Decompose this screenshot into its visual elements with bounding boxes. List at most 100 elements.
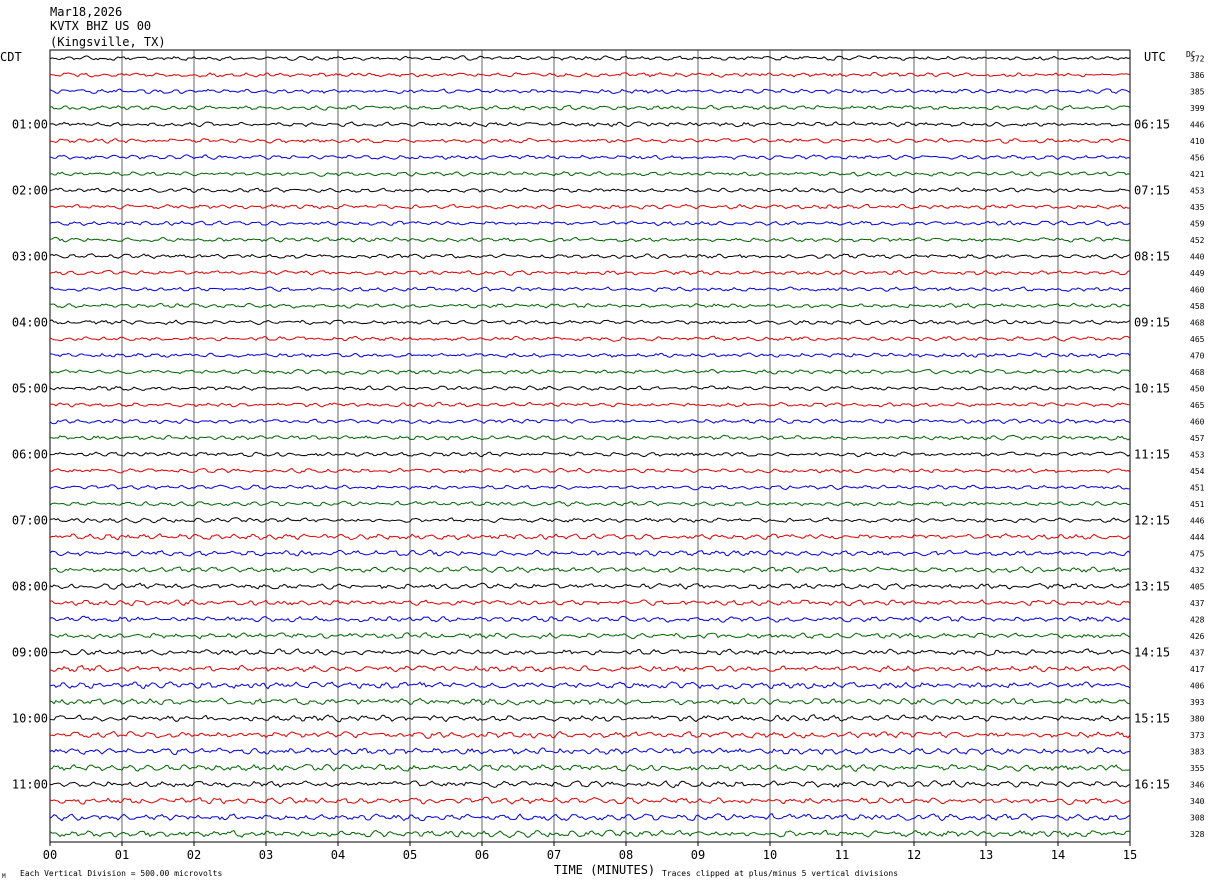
trace-row-22 — [49, 401, 1131, 408]
trace-row-4 — [49, 104, 1131, 111]
dc-offset-value: 373 — [1190, 731, 1205, 740]
utc-hour-label: 16:15 — [1134, 777, 1170, 791]
corner-mark: M — [2, 873, 6, 880]
x-tick-label: 06 — [475, 848, 489, 862]
dc-offset-value: 475 — [1190, 549, 1205, 558]
dc-offset-value: 308 — [1190, 813, 1205, 822]
x-tick-label: 14 — [1051, 848, 1065, 862]
dc-offset-value: 440 — [1190, 252, 1205, 261]
utc-hour-label: 12:15 — [1134, 513, 1170, 527]
trace-row-47 — [49, 813, 1131, 822]
trace-row-35 — [49, 615, 1131, 623]
dc-offset-value: 355 — [1190, 764, 1205, 773]
dc-offset-value: 386 — [1190, 71, 1205, 80]
dc-offset-value: 452 — [1190, 236, 1205, 245]
trace-row-44 — [49, 763, 1131, 772]
dc-offset-value: 453 — [1190, 186, 1205, 195]
dc-offset-value: 468 — [1190, 318, 1205, 327]
dc-offset-value: 451 — [1190, 500, 1205, 509]
trace-row-11 — [49, 220, 1131, 227]
x-tick-label: 09 — [691, 848, 705, 862]
trace-row-34 — [49, 599, 1131, 607]
cdt-hour-label: 08:00 — [12, 579, 48, 593]
left-timezone-label: CDT — [0, 50, 22, 64]
x-tick-label: 12 — [907, 848, 921, 862]
x-tick-label: 02 — [187, 848, 201, 862]
trace-row-14 — [49, 269, 1131, 276]
dc-offset-value: 444 — [1190, 533, 1205, 542]
trace-row-10 — [49, 203, 1131, 210]
dc-offset-value: 432 — [1190, 566, 1205, 575]
trace-row-13 — [49, 253, 1131, 260]
dc-offset-value: 406 — [1190, 681, 1205, 690]
dc-offset-value: 470 — [1190, 351, 1205, 360]
station-location: (Kingsville, TX) — [50, 35, 166, 49]
dc-offset-value: 457 — [1190, 434, 1205, 443]
dc-offset-value: 328 — [1190, 830, 1205, 839]
trace-row-23 — [49, 418, 1131, 425]
trace-row-43 — [49, 747, 1131, 756]
trace-row-7 — [49, 154, 1131, 161]
trace-row-1 — [49, 55, 1131, 62]
trace-row-40 — [49, 697, 1131, 706]
dc-offset-value: 460 — [1190, 417, 1205, 426]
trace-row-2 — [49, 71, 1131, 78]
dc-offset-value: 405 — [1190, 582, 1205, 591]
trace-row-24 — [49, 434, 1131, 441]
trace-row-19 — [49, 352, 1131, 359]
utc-hour-label: 10:15 — [1134, 381, 1170, 395]
cdt-hour-label: 10:00 — [12, 711, 48, 725]
dc-offset-value: 458 — [1190, 302, 1205, 311]
dc-offset-value: 437 — [1190, 648, 1205, 657]
x-tick-label: 10 — [763, 848, 777, 862]
x-tick-label: 11 — [835, 848, 849, 862]
trace-row-30 — [49, 533, 1131, 541]
dc-offset-value: 465 — [1190, 401, 1205, 410]
trace-row-37 — [49, 648, 1131, 657]
dc-offset-value: 421 — [1190, 170, 1205, 179]
dc-offset-value: 465 — [1190, 335, 1205, 344]
dc-offset-value: 453 — [1190, 450, 1205, 459]
utc-hour-label: 13:15 — [1134, 579, 1170, 593]
dc-offset-value: 446 — [1190, 516, 1205, 525]
cdt-hour-label: 02:00 — [12, 183, 48, 197]
dc-offset-value: 385 — [1190, 87, 1205, 96]
utc-hour-label: 14:15 — [1134, 645, 1170, 659]
trace-row-16 — [49, 302, 1131, 309]
trace-row-33 — [49, 582, 1131, 590]
x-tick-label: 03 — [259, 848, 273, 862]
dc-offset-value: 451 — [1190, 483, 1205, 492]
dc-offset-value: 449 — [1190, 269, 1205, 278]
trace-row-45 — [49, 780, 1131, 789]
x-tick-label: 07 — [547, 848, 561, 862]
x-tick-label: 15 — [1123, 848, 1137, 862]
utc-hour-label: 06:15 — [1134, 117, 1170, 131]
x-axis-title: TIME (MINUTES) — [554, 863, 655, 877]
dc-offset-value: 380 — [1190, 714, 1205, 723]
trace-row-3 — [49, 88, 1131, 95]
record-date: Mar18,2026 — [50, 5, 123, 19]
dc-offset-value: 417 — [1190, 665, 1205, 674]
utc-hour-label: 09:15 — [1134, 315, 1170, 329]
clip-note: Traces clipped at plus/minus 5 vertical … — [662, 869, 898, 878]
trace-row-46 — [49, 796, 1131, 805]
cdt-hour-label: 03:00 — [12, 249, 48, 263]
dc-offset-value: 399 — [1190, 104, 1205, 113]
utc-hour-label: 07:15 — [1134, 183, 1170, 197]
utc-hour-label: 08:15 — [1134, 249, 1170, 263]
x-tick-label: 05 — [403, 848, 417, 862]
trace-row-31 — [49, 549, 1131, 557]
trace-row-41 — [49, 714, 1131, 723]
dc-offset-value: 446 — [1190, 120, 1205, 129]
trace-row-8 — [49, 171, 1131, 177]
x-tick-label: 04 — [331, 848, 345, 862]
x-tick-label: 08 — [619, 848, 633, 862]
trace-row-17 — [49, 319, 1131, 326]
trace-row-9 — [49, 187, 1131, 194]
trace-row-29 — [49, 517, 1131, 524]
dc-offset-value: 346 — [1190, 780, 1205, 789]
right-timezone-label: UTC — [1144, 50, 1166, 64]
cdt-hour-label: 09:00 — [12, 645, 48, 659]
dc-offset-value: 450 — [1190, 384, 1205, 393]
dc-offset-labels: 372 386 385 399 446 410 456 421 453 435 459 452 440 4… — [1190, 54, 1205, 839]
